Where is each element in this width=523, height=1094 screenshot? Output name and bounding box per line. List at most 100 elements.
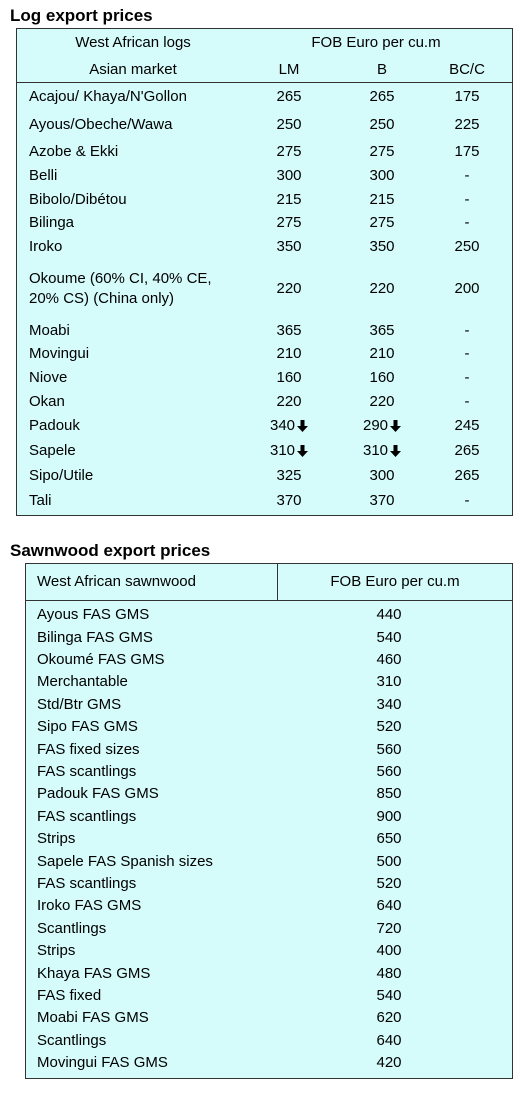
header-divider: [277, 564, 278, 601]
row-name-text: Bibolo/Dibétou: [29, 190, 127, 208]
row-name: Sipo/Utile: [29, 463, 221, 488]
price-cell-text: 310: [362, 441, 389, 459]
row-name-text: Khaya FAS GMS: [37, 964, 151, 982]
row-name-text: Bilinga: [29, 214, 75, 231]
price-cell-text: 300: [369, 466, 395, 484]
row-name-text: Moabi FAS GMS: [37, 1009, 149, 1027]
price-cell-text: 220: [369, 280, 395, 297]
price-cell-text: 200: [454, 280, 480, 297]
price-cell-text: 310: [269, 441, 296, 459]
price-cell-text: 540: [376, 986, 402, 1004]
row-name: Belli: [29, 164, 221, 188]
row-name-text: Okoumé FAS GMS: [37, 650, 165, 668]
price-cell-text: 265: [276, 88, 302, 105]
row-name-text: Tali: [29, 491, 52, 509]
price-cell: 460: [278, 649, 500, 671]
row-name-text: Bilinga FAS GMS: [37, 628, 153, 646]
row-name: Azobe & Ekki: [29, 139, 221, 164]
price-cell: 220: [337, 259, 427, 319]
price-cell: 640: [278, 1030, 500, 1052]
row-name-text: Moabi: [29, 321, 70, 339]
price-cell: 370: [337, 488, 427, 513]
price-cell-text: -: [464, 491, 470, 509]
row-name-text: Sapele: [29, 441, 76, 459]
row-name: Sapele FAS Spanish sizes: [37, 850, 277, 872]
row-name: Ayous FAS GMS: [37, 604, 277, 626]
price-cell: 215: [239, 188, 339, 211]
price-cell-text: 520: [376, 718, 402, 736]
header-cell: BC/C: [427, 56, 507, 83]
price-cell: 210: [239, 342, 339, 366]
price-cell: 350: [239, 235, 339, 259]
price-cell-text: 220: [276, 280, 302, 297]
price-cell-text: 300: [276, 167, 302, 184]
header-cell-text: LM: [278, 60, 300, 78]
price-cell: 560: [278, 738, 500, 760]
price-cell-text: 310: [376, 673, 402, 691]
price-cell: 540: [278, 985, 500, 1007]
price-cell-text: 220: [276, 393, 302, 410]
price-cell: 640: [278, 895, 500, 917]
row-name-text: Padouk: [29, 417, 80, 434]
price-cell-text: 370: [276, 491, 302, 509]
price-cell: 160: [239, 366, 339, 390]
price-cell: 265: [239, 83, 339, 111]
price-cell: 520: [278, 873, 500, 895]
row-name-text: Ayous FAS GMS: [37, 606, 150, 624]
price-cell-text: 265: [454, 441, 480, 459]
price-cell: 620: [278, 1007, 500, 1029]
row-name-text: Acajou/ Khaya/N'Gollon: [29, 88, 187, 105]
price-cell: -: [427, 342, 507, 366]
row-name: Std/Btr GMS: [37, 694, 277, 716]
row-name: Okoume (60% CI, 40% CE, 20% CS) (China o…: [29, 259, 221, 319]
down-arrow: [390, 420, 402, 432]
row-name-text: Padouk FAS GMS: [37, 785, 159, 803]
price-cell: -: [427, 164, 507, 188]
price-cell: 200: [427, 259, 507, 319]
price-cell-text: 640: [376, 897, 402, 915]
row-name: Bilinga: [29, 211, 221, 235]
price-cell: 265: [427, 438, 507, 463]
row-name-text: FAS fixed sizes: [37, 740, 140, 758]
price-cell: 650: [278, 828, 500, 850]
row-name: FAS fixed: [37, 985, 277, 1007]
price-cell-text: 225: [454, 116, 480, 133]
price-cell: -: [427, 319, 507, 342]
price-cell-text: 340: [269, 417, 296, 434]
row-name: Niove: [29, 366, 221, 390]
row-name-text: Okan: [29, 393, 65, 410]
price-cell: 220: [337, 390, 427, 414]
price-cell: 370: [239, 488, 339, 513]
price-cell: -: [427, 390, 507, 414]
price-cell: 210: [337, 342, 427, 366]
down-arrow: [297, 444, 309, 457]
price-cell-text: 365: [276, 321, 302, 339]
price-cell-text: 210: [276, 345, 302, 362]
row-name: Okoumé FAS GMS: [37, 649, 277, 671]
header-cell: FOB Euro per cu.m: [249, 29, 503, 56]
price-cell: 365: [337, 319, 427, 342]
row-name: Okan: [29, 390, 221, 414]
row-name: FAS scantlings: [37, 806, 277, 828]
price-cell: 175: [427, 139, 507, 164]
row-name-text: FAS scantlings: [37, 762, 137, 780]
price-cell-text: 175: [454, 88, 480, 105]
price-cell-text: 350: [369, 238, 395, 255]
down-arrow: [297, 420, 309, 432]
row-name: Movingui: [29, 342, 221, 366]
price-cell-text: 720: [376, 919, 402, 937]
price-cell: 220: [239, 259, 339, 319]
price-cell-text: 300: [369, 167, 395, 184]
down-arrow: [390, 444, 402, 457]
price-cell-text: -: [464, 393, 470, 410]
price-cell-text: 275: [276, 214, 302, 231]
row-name: Bibolo/Dibétou: [29, 188, 221, 211]
row-name-text: Strips: [37, 830, 76, 848]
price-cell: 340: [278, 694, 500, 716]
row-name-text: Scantlings: [37, 919, 107, 937]
row-name: Tali: [29, 488, 221, 513]
price-cell-text: 900: [376, 807, 402, 825]
price-cell-text: 560: [376, 740, 402, 758]
price-cell: 420: [278, 1052, 500, 1074]
row-name-text: Ayous/Obeche/Wawa: [29, 116, 173, 133]
